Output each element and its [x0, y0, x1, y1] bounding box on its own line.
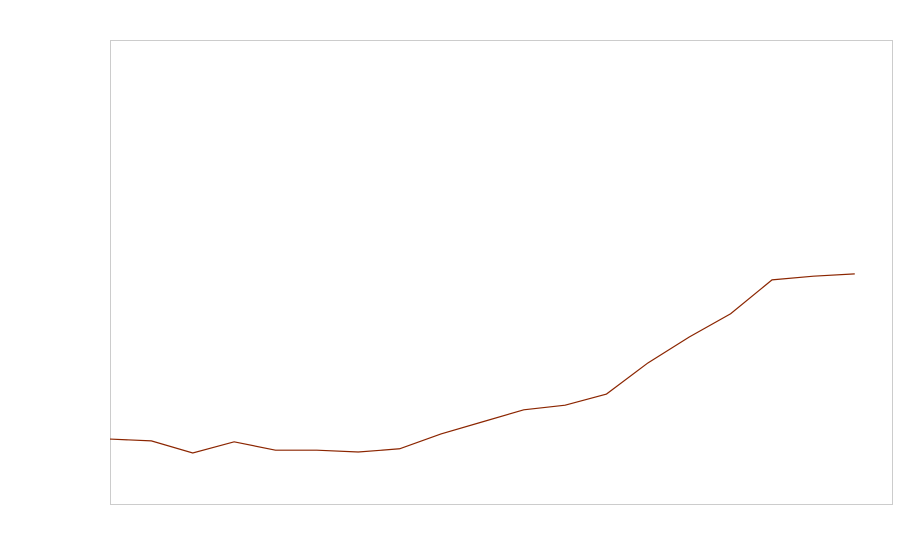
plot-frame [110, 40, 893, 505]
series-line [109, 273, 855, 454]
